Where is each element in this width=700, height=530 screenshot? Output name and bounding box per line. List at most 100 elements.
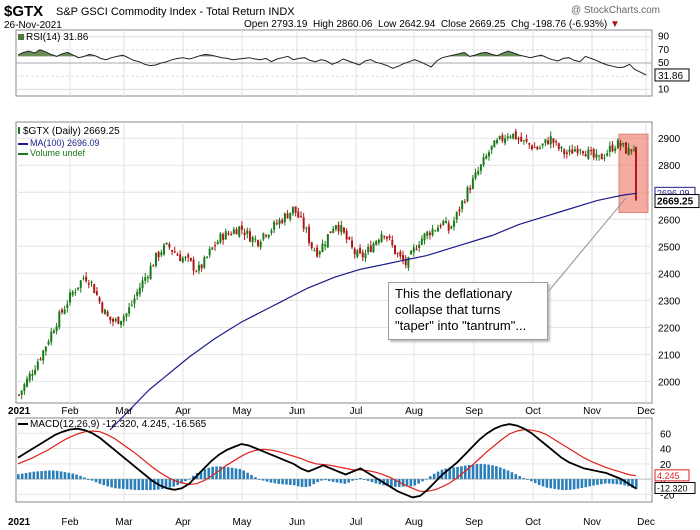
macd-histogram-bar — [121, 479, 125, 489]
macd-histogram-bar — [491, 465, 494, 480]
macd-histogram-bar — [230, 467, 234, 480]
macd-histogram-bar — [596, 479, 599, 485]
macd-histogram-bar — [530, 479, 533, 482]
price-x-tick-label: Aug — [405, 406, 423, 417]
candle-body — [487, 152, 490, 157]
candle-body — [160, 252, 163, 256]
candle-body — [181, 257, 184, 263]
macd-histogram-bar — [281, 479, 284, 485]
candle-body — [195, 271, 198, 273]
macd-histogram-bar — [471, 464, 475, 480]
macd-histogram-bar — [40, 471, 43, 480]
candle-body — [557, 143, 560, 149]
price-y-tick-label: 2500 — [658, 242, 681, 253]
candle-body — [512, 133, 515, 139]
candle-body — [246, 230, 249, 234]
macd-histogram-bar — [257, 478, 261, 480]
macd-histogram-bar — [374, 479, 378, 484]
candle-body — [356, 250, 359, 257]
candle-body — [345, 231, 348, 240]
candle-body — [506, 136, 509, 139]
candle-body — [302, 217, 305, 229]
candle-body — [504, 138, 507, 144]
macd-histogram-bar — [308, 479, 312, 487]
candle-body — [517, 137, 520, 140]
macd-x-tick-label: May — [233, 517, 252, 528]
macd-histogram-bar — [347, 479, 350, 483]
candle-body — [120, 320, 123, 325]
candle-body — [326, 234, 329, 248]
candle-body — [501, 135, 504, 141]
candle-body — [321, 243, 324, 253]
macd-label: MACD(12,26,9) -12.320, 4.245, -16.565 — [18, 419, 206, 430]
candle-body — [552, 138, 555, 144]
candle-body — [493, 140, 496, 148]
candle-body — [214, 245, 217, 247]
macd-histogram-bar — [289, 479, 292, 485]
macd-histogram-bar — [160, 479, 164, 490]
candle-body — [291, 206, 294, 214]
candle-body — [79, 280, 82, 288]
change-value: -198.76 (-6.93%) — [532, 19, 608, 30]
macd-histogram-bar — [568, 479, 572, 490]
candle-body — [273, 221, 276, 230]
candle-body — [125, 313, 128, 317]
candle-body — [63, 309, 66, 314]
price-x-tick-label: Mar — [115, 406, 133, 417]
macd-histogram-bar — [526, 479, 529, 480]
close-label: Close — [440, 19, 467, 30]
macd-histogram-bar — [362, 479, 366, 480]
candle-body — [581, 151, 584, 154]
candle-body — [251, 237, 254, 243]
macd-histogram-bar — [448, 467, 452, 480]
macd-histogram-bar — [483, 464, 487, 480]
macd-histogram-bar — [79, 475, 82, 480]
price-y-tick-label: 2300 — [658, 296, 681, 307]
candle-body — [332, 228, 335, 233]
ma-legend: MA(100) 2696.09 — [18, 138, 100, 148]
candle-body — [407, 257, 410, 268]
candle-body — [600, 153, 603, 160]
macd-histogram-bar — [549, 479, 553, 489]
candle-body — [471, 178, 474, 189]
candle-body — [109, 316, 112, 321]
candle-body — [308, 226, 311, 243]
price-y-tick-label: 2900 — [658, 134, 681, 145]
date-label: 26-Nov-2021 — [4, 20, 62, 31]
candle-body — [77, 287, 80, 290]
macd-histogram-bar — [359, 478, 362, 480]
macd-histogram-bar — [153, 479, 156, 490]
macd-histogram-bar — [304, 479, 308, 488]
candle-body — [111, 318, 114, 322]
macd-histogram-bar — [370, 479, 374, 483]
candle-body — [58, 311, 61, 328]
candle-body — [71, 291, 74, 296]
macd-histogram-bar — [265, 479, 269, 482]
macd-histogram-bar — [223, 466, 226, 480]
volume-legend-text: Volume undef — [30, 148, 86, 158]
macd-histogram-bar — [565, 479, 568, 491]
macd-histogram-bar — [429, 476, 432, 480]
candle-body — [146, 277, 149, 279]
candle-body — [238, 226, 241, 237]
price-title-text: $GTX (Daily) 2669.25 — [23, 126, 120, 137]
price-y-tick-label: 2600 — [658, 215, 681, 226]
macd-histogram-bar — [110, 479, 113, 488]
candle-body — [579, 149, 582, 151]
candle-body — [265, 234, 268, 237]
macd-histogram-bar — [133, 479, 137, 490]
macd-histogram-bar — [355, 479, 358, 480]
close-value-label: 2669.25 — [657, 197, 694, 208]
macd-x-tick-label: Sep — [465, 517, 483, 528]
candle-body — [573, 149, 576, 152]
macd-histogram-bar — [409, 479, 413, 487]
price-panel — [18, 128, 649, 431]
macd-histogram-bar — [273, 479, 277, 484]
candle-body — [95, 291, 98, 296]
macd-histogram-bar — [172, 479, 176, 487]
macd-histogram-bar — [514, 474, 518, 480]
candle-body — [420, 238, 423, 245]
candle-body — [439, 225, 442, 227]
candle-body — [149, 265, 152, 280]
